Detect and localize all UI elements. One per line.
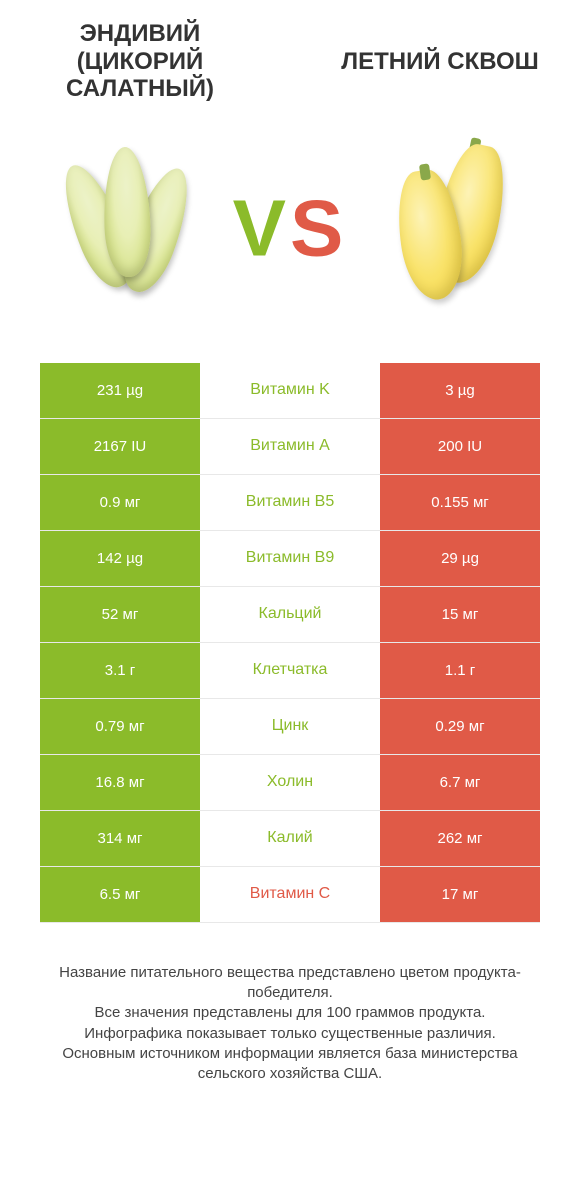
left-product-image: [40, 123, 220, 323]
nutrient-label: Витамин C: [200, 867, 380, 922]
table-row: 16.8 мгХолин6.7 мг: [40, 755, 540, 811]
table-row: 0.9 мгВитамин B50.155 мг: [40, 475, 540, 531]
table-row: 231 µgВитамин K3 µg: [40, 363, 540, 419]
left-value: 0.79 мг: [40, 699, 200, 754]
vs-s: S: [290, 183, 347, 272]
right-value: 0.155 мг: [380, 475, 540, 530]
nutrient-label: Цинк: [200, 699, 380, 754]
comparison-table: 231 µgВитамин K3 µg2167 IUВитамин A200 I…: [40, 363, 540, 923]
left-value: 52 мг: [40, 587, 200, 642]
left-value: 0.9 мг: [40, 475, 200, 530]
footer-line: Инфографика показывает только существенн…: [40, 1024, 540, 1044]
endive-icon: [60, 143, 200, 303]
hero-images: VS: [40, 123, 540, 343]
footer-line: Название питательного вещества представл…: [40, 963, 540, 1004]
nutrient-label: Витамин K: [200, 363, 380, 418]
right-product-title: ЛЕТНИЙ СКВОШ: [340, 48, 540, 103]
left-value: 16.8 мг: [40, 755, 200, 810]
table-row: 0.79 мгЦинк0.29 мг: [40, 699, 540, 755]
left-value: 142 µg: [40, 531, 200, 586]
right-value: 17 мг: [380, 867, 540, 922]
footer-line: Основным источником информации является …: [40, 1044, 540, 1085]
right-value: 15 мг: [380, 587, 540, 642]
nutrient-label: Кальций: [200, 587, 380, 642]
right-value: 200 IU: [380, 419, 540, 474]
footer-line: Все значения представлены для 100 граммо…: [40, 1003, 540, 1023]
table-row: 3.1 гКлетчатка1.1 г: [40, 643, 540, 699]
nutrient-label: Витамин A: [200, 419, 380, 474]
nutrient-label: Клетчатка: [200, 643, 380, 698]
footer-text: Название питательного вещества представл…: [40, 963, 540, 1085]
right-value: 0.29 мг: [380, 699, 540, 754]
nutrient-label: Холин: [200, 755, 380, 810]
left-value: 314 мг: [40, 811, 200, 866]
table-row: 314 мгКалий262 мг: [40, 811, 540, 867]
right-value: 29 µg: [380, 531, 540, 586]
right-value: 6.7 мг: [380, 755, 540, 810]
left-value: 6.5 мг: [40, 867, 200, 922]
table-row: 6.5 мгВитамин C17 мг: [40, 867, 540, 923]
nutrient-label: Витамин B9: [200, 531, 380, 586]
right-value: 3 µg: [380, 363, 540, 418]
squash-icon: [370, 138, 530, 308]
right-value: 262 мг: [380, 811, 540, 866]
vs-label: VS: [233, 182, 348, 274]
right-product-image: [360, 123, 540, 323]
left-value: 2167 IU: [40, 419, 200, 474]
table-row: 52 мгКальций15 мг: [40, 587, 540, 643]
right-value: 1.1 г: [380, 643, 540, 698]
left-product-title: ЭНДИВИЙ (ЦИКОРИЙ САЛАТНЫЙ): [40, 20, 240, 103]
left-value: 3.1 г: [40, 643, 200, 698]
header: ЭНДИВИЙ (ЦИКОРИЙ САЛАТНЫЙ) ЛЕТНИЙ СКВОШ: [0, 0, 580, 113]
left-value: 231 µg: [40, 363, 200, 418]
nutrient-label: Витамин B5: [200, 475, 380, 530]
vs-v: V: [233, 183, 290, 272]
table-row: 2167 IUВитамин A200 IU: [40, 419, 540, 475]
table-row: 142 µgВитамин B929 µg: [40, 531, 540, 587]
nutrient-label: Калий: [200, 811, 380, 866]
